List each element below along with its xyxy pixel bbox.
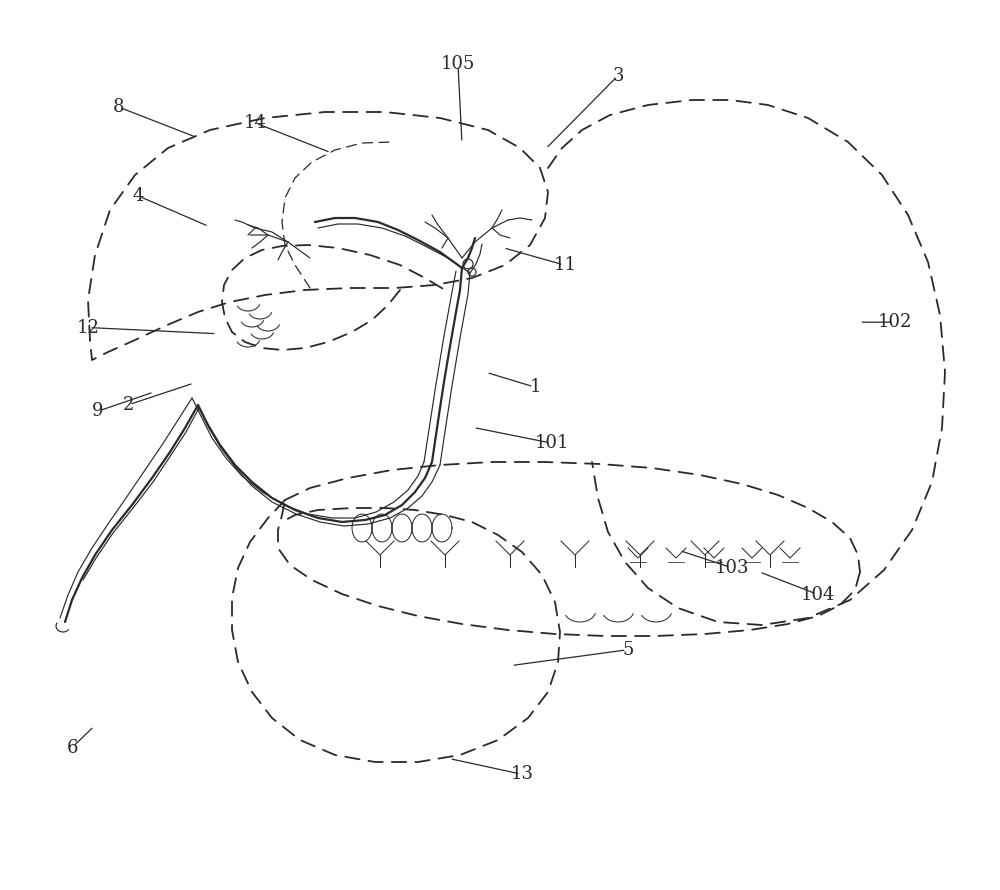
Text: 103: 103 — [715, 559, 749, 577]
Text: 9: 9 — [92, 402, 104, 420]
Text: 3: 3 — [612, 67, 624, 85]
Text: 104: 104 — [801, 586, 835, 603]
Text: 4: 4 — [132, 187, 144, 205]
Text: 14: 14 — [244, 114, 266, 132]
Text: 102: 102 — [878, 313, 912, 331]
Text: 1: 1 — [529, 378, 541, 396]
Text: 105: 105 — [441, 55, 475, 73]
Text: 11: 11 — [554, 256, 576, 274]
Text: 5: 5 — [622, 641, 634, 659]
Text: 2: 2 — [122, 396, 134, 414]
Text: 8: 8 — [112, 98, 124, 116]
Text: 12: 12 — [77, 319, 99, 336]
Text: 6: 6 — [66, 739, 78, 756]
Text: 13: 13 — [511, 765, 534, 783]
Text: 101: 101 — [535, 434, 569, 452]
